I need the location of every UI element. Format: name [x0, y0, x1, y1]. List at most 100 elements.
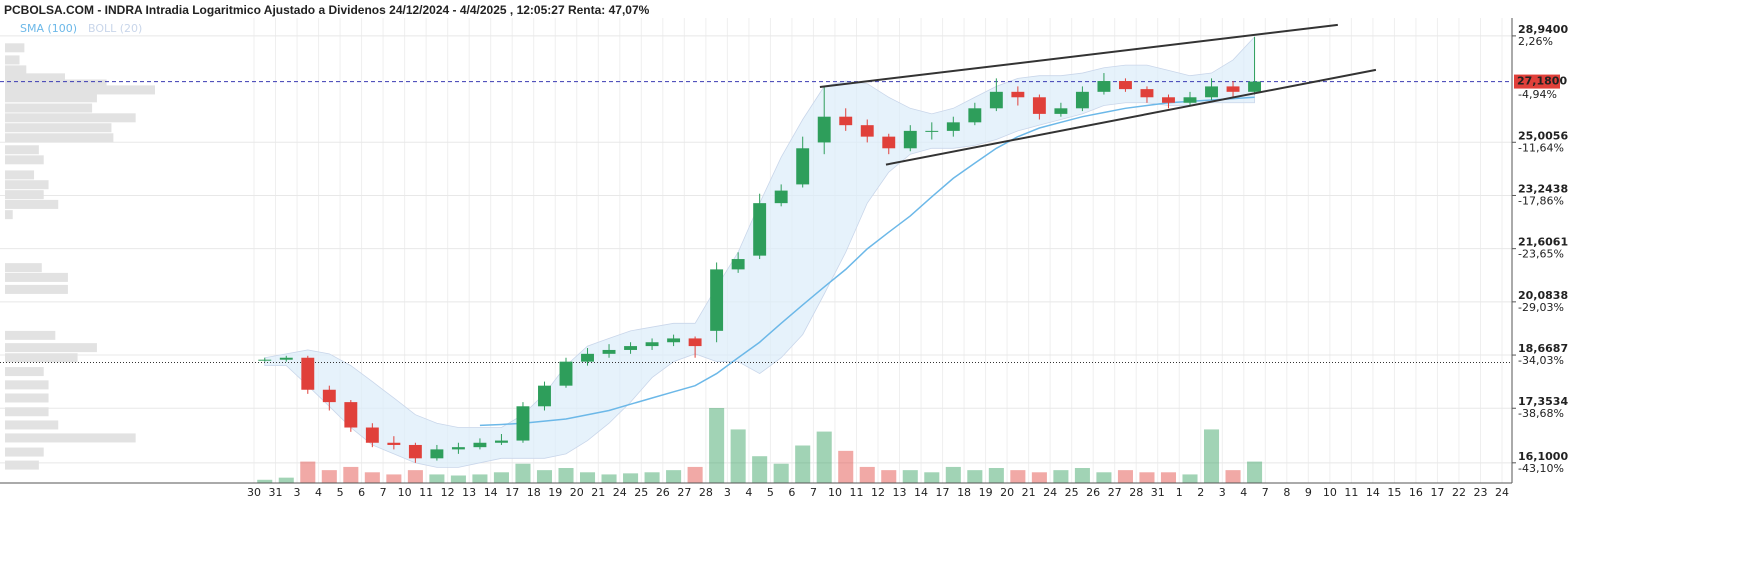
volume-profile-bar: [5, 330, 56, 340]
x-tick-label: 31: [1151, 486, 1165, 499]
x-tick-label: 30: [247, 486, 261, 499]
x-tick-label: 19: [979, 486, 993, 499]
x-tick-label: 6: [358, 486, 365, 499]
x-tick-label: 4: [315, 486, 322, 499]
candle-body: [667, 338, 681, 343]
volume-bar: [386, 474, 402, 483]
candle-body: [494, 440, 508, 443]
x-tick-label: 7: [380, 486, 387, 499]
x-tick-label: 17: [505, 486, 519, 499]
volume-bar: [1074, 468, 1090, 483]
x-tick-label: 17: [1430, 486, 1444, 499]
candle-body: [1162, 97, 1175, 103]
volume-bar: [1010, 470, 1026, 483]
volume-profile-bar: [5, 353, 78, 363]
x-tick-label: 18: [957, 486, 971, 499]
candle-body: [817, 116, 831, 143]
candle-body: [860, 125, 874, 137]
volume-bar: [343, 466, 359, 483]
candle-body: [1097, 81, 1111, 92]
volume-bar: [536, 470, 553, 483]
volume-bar: [1160, 472, 1177, 483]
x-tick-label: 10: [398, 486, 412, 499]
volume-profile-bar: [5, 210, 13, 220]
x-tick-label: 10: [828, 486, 842, 499]
candle-body: [516, 406, 530, 441]
volume-profile-bar: [5, 170, 35, 180]
volume-bar: [558, 468, 574, 483]
volume-profile-bar: [5, 55, 20, 65]
candle-body: [882, 136, 896, 149]
volume-profile-bar: [5, 73, 65, 83]
volume-bar: [1139, 472, 1155, 483]
volume-profile-bar: [5, 420, 59, 430]
candle-body: [344, 402, 358, 428]
x-tick-label: 20: [1000, 486, 1014, 499]
x-tick-label: 12: [441, 486, 455, 499]
volume-bar: [278, 477, 294, 483]
candle-body: [753, 203, 767, 256]
candle-body: [365, 427, 379, 443]
volume-bar: [730, 429, 746, 483]
x-tick-label: 6: [788, 486, 795, 499]
volume-bar: [450, 475, 466, 483]
volume-profile-bar: [5, 180, 49, 190]
volume-bar: [407, 470, 423, 483]
sma-line: [479, 96, 1255, 427]
candle-body: [1226, 86, 1240, 92]
x-tick-label: 13: [893, 486, 907, 499]
x-tick-label: 26: [656, 486, 670, 499]
x-tick-label: 25: [634, 486, 648, 499]
current-price-label: 27,1800: [1517, 75, 1567, 88]
volume-profile-bar: [5, 123, 112, 133]
candle-body: [430, 449, 444, 459]
volume-bar: [945, 466, 961, 483]
percent-tick-label: -17,86%: [1518, 194, 1564, 207]
x-tick-label: 7: [810, 486, 817, 499]
y-tick-label: 25,0056: [1518, 129, 1568, 142]
candle-body: [731, 259, 745, 270]
y-tick-label: 28,9400: [1518, 23, 1568, 36]
x-tick-label: 8: [1283, 486, 1290, 499]
volume-profile-bar: [5, 447, 44, 457]
candle-body: [688, 338, 702, 347]
candle-body: [451, 447, 465, 450]
x-tick-label: 12: [871, 486, 885, 499]
volume-bar: [1203, 429, 1220, 483]
volume-profile-bar: [5, 155, 44, 165]
candle-body: [387, 442, 401, 445]
volume-bar: [364, 472, 380, 483]
volume-bar: [257, 479, 273, 483]
volume-bar: [752, 456, 768, 483]
volume-bar: [687, 466, 703, 483]
volume-bar: [515, 463, 531, 483]
volume-bar: [795, 445, 811, 483]
volume-bar: [472, 474, 488, 483]
volume-profile-bar: [5, 43, 25, 53]
x-tick-label: 26: [1086, 486, 1100, 499]
x-tick-label: 23: [1473, 486, 1487, 499]
candle-body: [258, 359, 272, 361]
x-tick-label: 9: [1305, 486, 1312, 499]
legend-boll: BOLL (20): [88, 22, 142, 35]
x-tick-label: 31: [269, 486, 283, 499]
volume-bar: [902, 470, 918, 483]
candle-body: [774, 190, 788, 204]
legend-sma: SMA (100): [20, 22, 77, 35]
x-tick-label: 27: [1108, 486, 1122, 499]
volume-profile-bar: [5, 380, 49, 390]
x-tick-label: 28: [699, 486, 713, 499]
volume-profile-bar: [5, 79, 107, 89]
volume-bar: [579, 472, 596, 483]
candle-body: [839, 116, 853, 126]
volume-bar: [709, 408, 725, 483]
x-tick-label: 5: [337, 486, 344, 499]
volume-profile-bar: [5, 407, 49, 417]
percent-tick-label: -29,03%: [1518, 301, 1564, 314]
x-tick-label: 1: [1176, 486, 1183, 499]
x-tick-label: 21: [1022, 486, 1036, 499]
candle-body: [989, 91, 1003, 109]
volume-bar: [1225, 470, 1241, 483]
x-tick-label: 5: [767, 486, 774, 499]
